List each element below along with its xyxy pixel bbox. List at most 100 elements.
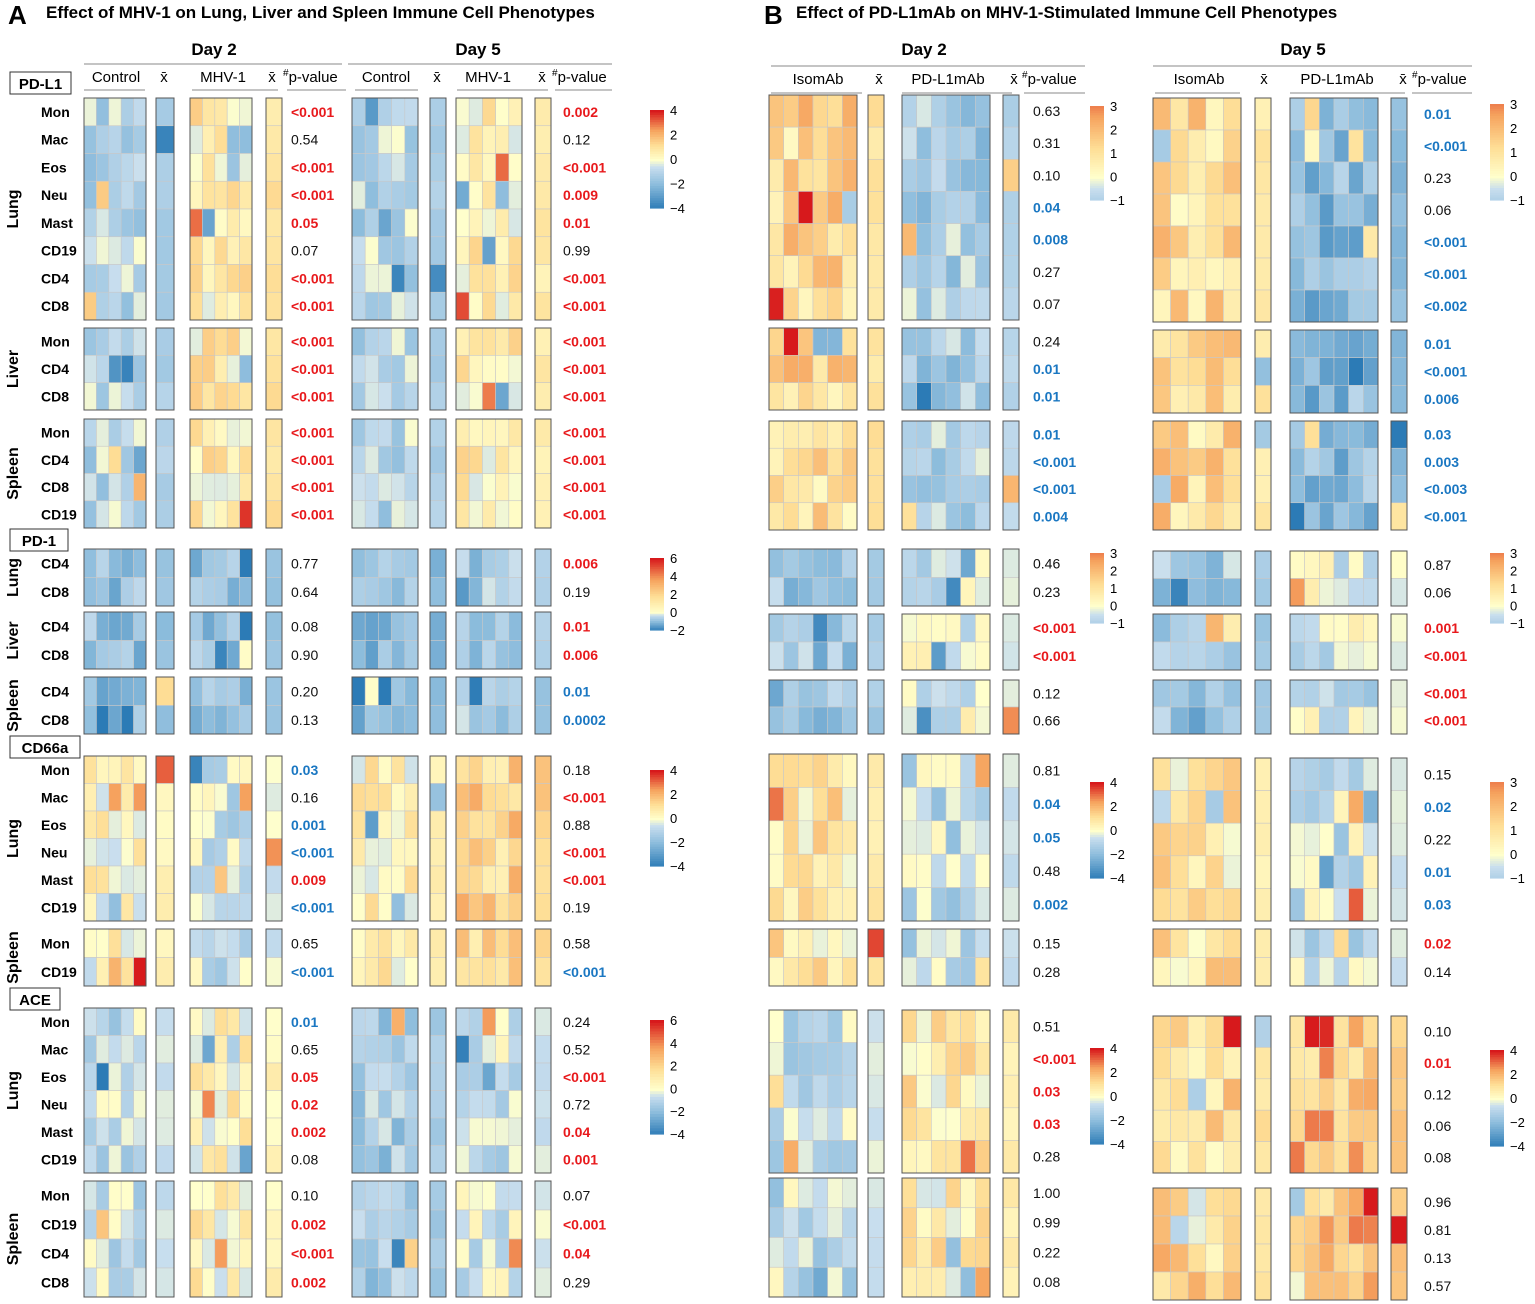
heatmap-cell	[931, 679, 947, 708]
heatmap-cell	[916, 420, 932, 449]
heatmap-cell	[1152, 1141, 1171, 1174]
heatmap-cell	[783, 255, 799, 289]
legend-swatch	[650, 117, 664, 121]
heatmap-cell	[1333, 578, 1349, 607]
heatmap-cell	[1348, 475, 1364, 504]
heatmap-cell	[508, 1035, 523, 1064]
heatmap-cell	[1170, 855, 1189, 889]
pvalue-label: 0.58	[563, 935, 590, 951]
legend-swatch	[1490, 822, 1504, 826]
heatmap-cell	[1002, 1177, 1020, 1209]
legend-swatch	[1090, 589, 1104, 593]
legend-swatch	[1490, 570, 1504, 573]
pvalue-label: 0.06	[1424, 1118, 1451, 1134]
heatmap-cell	[1002, 382, 1020, 411]
heatmap-cell	[1390, 550, 1408, 579]
heatmap-cell	[482, 208, 496, 238]
heatmap-cell	[1319, 790, 1335, 824]
heatmap-cell	[455, 208, 470, 238]
heatmap-cell	[508, 957, 523, 987]
legend-tick-label: 4	[1110, 775, 1117, 790]
heatmap-cell	[108, 1090, 122, 1119]
heatmap-cell	[1348, 1015, 1364, 1048]
heatmap-cell	[1333, 385, 1349, 414]
legend-swatch	[650, 813, 664, 817]
legend-swatch	[650, 772, 664, 776]
heatmap-cell	[202, 264, 216, 293]
heatmap-frame	[265, 418, 283, 529]
legend-swatch	[1090, 1064, 1104, 1068]
legend-tick-label: 1	[1510, 145, 1517, 160]
heatmap-cell	[931, 355, 947, 383]
heatmap-cell	[495, 327, 510, 356]
heatmap-cell	[827, 1140, 843, 1174]
heatmap-cell	[931, 928, 947, 958]
heatmap-cell	[155, 810, 175, 839]
heatmap-cell	[155, 1267, 175, 1298]
heatmap-cell	[202, 705, 216, 735]
heatmap-cell	[265, 810, 283, 839]
legend-tick-label: 0	[1110, 1089, 1117, 1104]
heatmap-frame	[265, 97, 283, 321]
heatmap-frame	[83, 418, 147, 529]
heatmap-cell	[812, 1107, 828, 1141]
heatmap-cell	[482, 705, 496, 735]
legend-swatch	[650, 1094, 664, 1098]
heatmap-cell	[391, 355, 406, 383]
heatmap-cell	[226, 755, 240, 784]
legend-tick-label: 0	[1110, 170, 1117, 185]
heatmap-cell	[265, 1007, 283, 1036]
heatmap-cell	[1390, 679, 1408, 708]
heatmap-cell	[120, 355, 134, 383]
heatmap-frame	[1254, 550, 1272, 607]
b-pdl1-d2-mean	[1002, 928, 1020, 987]
heatmap-cell	[1363, 1109, 1379, 1142]
legend-swatch	[1090, 820, 1104, 824]
heatmap-cell	[768, 1140, 784, 1174]
heatmap-cell	[827, 327, 843, 356]
legend-swatch	[1490, 1083, 1504, 1087]
heatmap-cell	[867, 548, 885, 578]
a-d2-control-mean: x̄	[160, 69, 168, 86]
heatmap-cell	[1205, 641, 1224, 671]
marker-label: CD66a	[22, 740, 69, 757]
heatmap-cell	[1333, 193, 1349, 227]
heatmap-cell	[495, 291, 510, 321]
heatmap-cell	[931, 287, 947, 321]
color-legend: 420−2−4	[650, 103, 685, 216]
legend-swatch	[650, 565, 664, 568]
b-pdl1-d2-heatmap	[901, 928, 991, 987]
pvalue-label: 0.28	[1033, 1149, 1060, 1165]
heatmap-cell	[364, 473, 379, 502]
heatmap-cell	[1304, 1215, 1320, 1245]
legend-swatch	[650, 559, 664, 563]
heatmap-cell	[783, 382, 799, 411]
heatmap-cell	[429, 893, 447, 922]
heatmap-cell	[391, 473, 406, 502]
heatmap-cell	[783, 94, 799, 128]
legend-swatch	[1490, 558, 1504, 561]
legend-swatch	[1490, 803, 1504, 807]
heatmap-cell	[202, 236, 216, 265]
legend-swatch	[650, 786, 664, 790]
heatmap-cell	[155, 838, 175, 867]
heatmap-frame	[534, 1180, 552, 1298]
legend-swatch	[1090, 607, 1104, 610]
heatmap-cell	[827, 255, 843, 289]
heatmap-cell	[83, 676, 97, 706]
heatmap-frame	[1002, 753, 1020, 922]
heatmap-cell	[842, 255, 858, 289]
heatmap-cell	[468, 208, 483, 238]
legend-swatch	[650, 567, 664, 570]
legend-swatch	[1090, 846, 1104, 850]
heatmap-cell	[265, 640, 283, 670]
legend-swatch	[1090, 595, 1104, 598]
heatmap-cell	[1289, 447, 1305, 476]
heatmap-cell	[189, 810, 203, 839]
heatmap-cell	[534, 893, 552, 922]
heatmap-cell	[239, 548, 253, 578]
legend-tick-label: −4	[670, 859, 685, 874]
heatmap-cell	[120, 577, 134, 607]
pvalue-label: 0.23	[1424, 170, 1451, 186]
heatmap-cell	[1363, 225, 1379, 259]
